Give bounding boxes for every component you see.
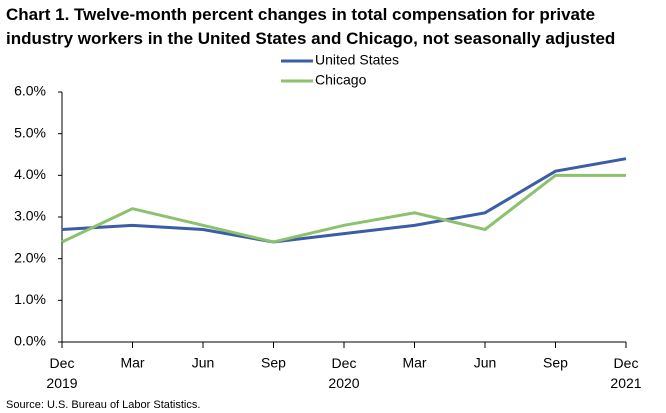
- legend-label: Chicago: [315, 72, 367, 88]
- legend-label: United States: [315, 52, 399, 68]
- x-tick-label: Jun: [192, 355, 215, 371]
- x-tick-label: Dec 2019: [46, 355, 77, 391]
- y-tick-label: 5.0%: [14, 124, 46, 140]
- x-tick-label: Dec 2021: [610, 355, 641, 391]
- y-tick-label: 2.0%: [14, 249, 46, 265]
- series-line: [61, 157, 627, 244]
- series-line: [61, 173, 626, 244]
- x-tick-label: Mar: [402, 355, 426, 371]
- x-tick-label: Sep: [543, 355, 568, 371]
- y-tick-label: 6.0%: [14, 83, 46, 99]
- x-tick-label: Jun: [474, 355, 497, 371]
- y-tick-label: 3.0%: [14, 208, 46, 224]
- x-tick-label: Mar: [120, 355, 144, 371]
- y-tick-label: 1.0%: [14, 291, 46, 307]
- x-tick-label: Dec 2020: [328, 355, 359, 391]
- y-tick-label: 4.0%: [14, 166, 46, 182]
- x-tick-label: Sep: [261, 355, 286, 371]
- source-note: Source: U.S. Bureau of Labor Statistics.: [6, 399, 200, 411]
- y-tick-label: 0.0%: [14, 333, 46, 349]
- chart-title: Chart 1. Twelve-month percent changes in…: [6, 5, 616, 48]
